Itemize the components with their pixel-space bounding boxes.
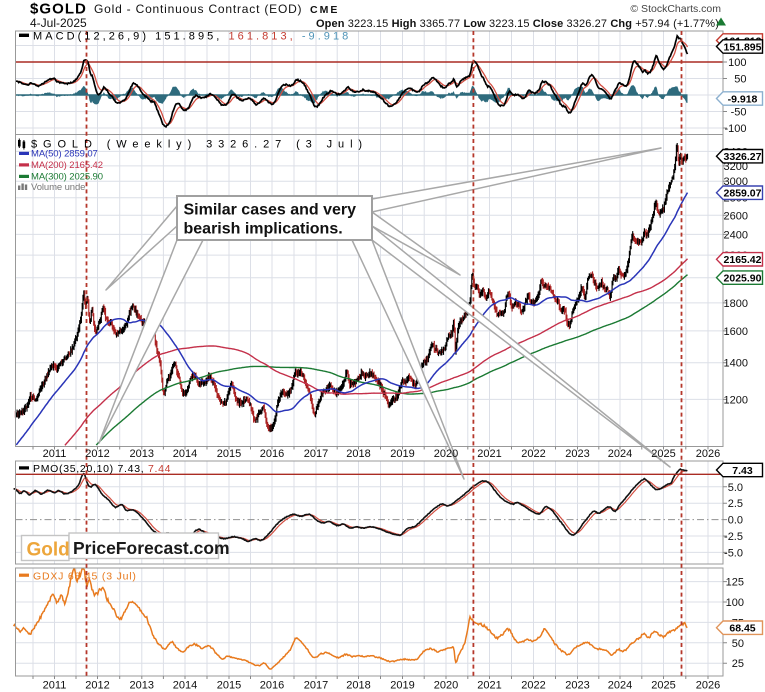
svg-text:3326.27: 3326.27 xyxy=(724,151,762,163)
svg-text:2016: 2016 xyxy=(260,448,284,460)
svg-text:2016: 2016 xyxy=(260,680,284,692)
svg-text:2020: 2020 xyxy=(434,680,458,692)
svg-text:2023: 2023 xyxy=(565,680,589,692)
svg-text:2011: 2011 xyxy=(43,680,67,692)
svg-text:Open 3223.15 High 3365.77 Low: Open 3223.15 High 3365.77 Low 3223.15 Cl… xyxy=(316,18,719,30)
svg-text:5.0: 5.0 xyxy=(728,482,743,494)
svg-text:2014: 2014 xyxy=(173,448,197,460)
svg-text:MA(200) 2165.42: MA(200) 2165.42 xyxy=(31,160,103,171)
svg-text:1400: 1400 xyxy=(724,358,748,370)
svg-text:0.0: 0.0 xyxy=(728,515,743,527)
svg-text:$GOLD: $GOLD xyxy=(30,1,87,18)
svg-text:50: 50 xyxy=(732,638,744,650)
svg-text:125: 125 xyxy=(726,577,744,589)
svg-text:2024: 2024 xyxy=(608,448,632,460)
svg-text:$GOLD (Weekly) 3326.27 (3 Jul): $GOLD (Weekly) 3326.27 (3 Jul) xyxy=(31,139,368,151)
svg-text:2026: 2026 xyxy=(696,680,720,692)
svg-text:2017: 2017 xyxy=(304,448,328,460)
svg-text:bearish implications.: bearish implications. xyxy=(184,221,343,238)
svg-text:2859.07: 2859.07 xyxy=(724,188,762,200)
svg-text:151.895: 151.895 xyxy=(724,41,762,53)
svg-text:2025.90: 2025.90 xyxy=(724,272,762,284)
svg-text:100: 100 xyxy=(728,57,746,69)
svg-text:CME: CME xyxy=(310,4,339,16)
svg-text:-50: -50 xyxy=(731,107,747,119)
svg-text:3200: 3200 xyxy=(724,161,748,173)
svg-text:2015: 2015 xyxy=(217,680,241,692)
svg-text:2600: 2600 xyxy=(724,210,748,222)
svg-text:2011: 2011 xyxy=(43,448,67,460)
svg-text:2015: 2015 xyxy=(217,448,241,460)
svg-text:2022: 2022 xyxy=(521,680,545,692)
svg-text:2025: 2025 xyxy=(651,448,675,460)
svg-text:Gold: Gold xyxy=(27,540,70,561)
svg-text:2400: 2400 xyxy=(724,229,748,241)
svg-text:3000: 3000 xyxy=(724,176,748,188)
svg-text:2024: 2024 xyxy=(608,680,632,692)
svg-text:-2.5: -2.5 xyxy=(724,531,743,543)
svg-text:GDXJ 68.45 (3 Jul): GDXJ 68.45 (3 Jul) xyxy=(33,571,137,583)
svg-text:2013: 2013 xyxy=(130,680,154,692)
svg-text:2022: 2022 xyxy=(521,448,545,460)
svg-text:7.43: 7.43 xyxy=(732,465,753,477)
svg-text:1600: 1600 xyxy=(724,326,748,338)
svg-text:2013: 2013 xyxy=(130,448,154,460)
svg-text:2014: 2014 xyxy=(173,680,197,692)
svg-text:2018: 2018 xyxy=(346,448,370,460)
svg-text:2019: 2019 xyxy=(390,680,414,692)
svg-text:-100: -100 xyxy=(724,123,746,135)
svg-text:Volume unde: Volume unde xyxy=(31,182,85,193)
svg-text:2.5: 2.5 xyxy=(728,498,743,510)
svg-text:1800: 1800 xyxy=(724,298,748,310)
svg-text:2019: 2019 xyxy=(390,448,414,460)
svg-text:MACD(12,26,9) 151.895, 161.813: MACD(12,26,9) 151.895, 161.813, -9.918 xyxy=(33,31,351,43)
svg-text:PMO(35,20,10) 7.43, 7.44: PMO(35,20,10) 7.43, 7.44 xyxy=(33,463,171,475)
svg-text:PriceForecast.com: PriceForecast.com xyxy=(73,538,230,558)
svg-text:2023: 2023 xyxy=(565,448,589,460)
svg-text:2017: 2017 xyxy=(304,680,328,692)
svg-text:2026: 2026 xyxy=(696,448,720,460)
svg-text:100: 100 xyxy=(726,597,744,609)
svg-text:MA(50) 2859.07: MA(50) 2859.07 xyxy=(31,149,98,160)
svg-text:2012: 2012 xyxy=(85,448,109,460)
svg-text:50: 50 xyxy=(734,74,746,86)
svg-text:-9.918: -9.918 xyxy=(728,93,758,105)
svg-text:1200: 1200 xyxy=(724,394,748,406)
svg-text:Similar cases and very: Similar cases and very xyxy=(184,202,357,219)
svg-text:2025: 2025 xyxy=(651,680,675,692)
svg-text:Gold - Continuous Contract (EO: Gold - Continuous Contract (EOD) xyxy=(94,2,302,16)
svg-text:68.45: 68.45 xyxy=(729,623,755,635)
svg-text:4-Jul-2025: 4-Jul-2025 xyxy=(30,16,87,30)
svg-text:2165.42: 2165.42 xyxy=(724,254,762,266)
svg-text:2021: 2021 xyxy=(477,448,501,460)
svg-text:2018: 2018 xyxy=(346,680,370,692)
svg-text:MA(300) 2025.90: MA(300) 2025.90 xyxy=(31,172,103,183)
svg-text:2012: 2012 xyxy=(85,680,109,692)
svg-text:2021: 2021 xyxy=(477,680,501,692)
svg-text:25: 25 xyxy=(732,658,744,670)
svg-text:© StockCharts.com: © StockCharts.com xyxy=(630,3,721,15)
svg-text:2020: 2020 xyxy=(434,448,458,460)
svg-text:-5.0: -5.0 xyxy=(724,547,743,559)
